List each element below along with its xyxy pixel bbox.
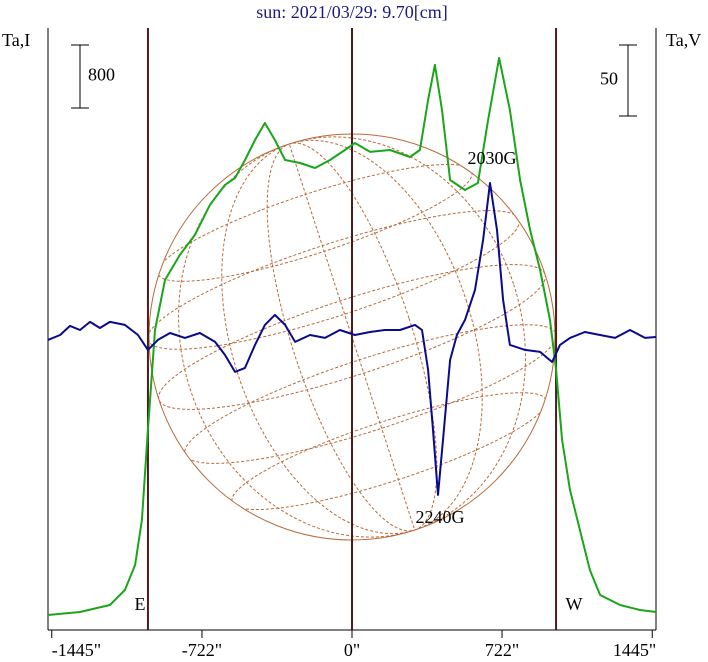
y-axis-label: Ta,I <box>2 30 30 50</box>
x-tick-label: 722" <box>485 640 519 660</box>
chart-title: sun: 2021/03/29: 9.70[cm] <box>256 2 448 22</box>
limb-label: W <box>566 594 583 614</box>
scale-bar-label: 50 <box>600 69 618 89</box>
x-tick-label: -722" <box>182 640 222 660</box>
x-tick-label: 1445" <box>613 640 656 660</box>
annotation: 2240G <box>416 507 465 527</box>
limb-label: E <box>134 594 145 614</box>
series-line <box>47 57 657 616</box>
series-line <box>47 182 657 496</box>
annotation: 2030G <box>468 148 517 168</box>
scale-bar-label: 800 <box>88 65 115 85</box>
x-tick-label: -1445" <box>52 640 101 660</box>
x-tick-label: 0" <box>344 640 360 660</box>
y2-axis-label: Ta,V <box>666 30 701 50</box>
